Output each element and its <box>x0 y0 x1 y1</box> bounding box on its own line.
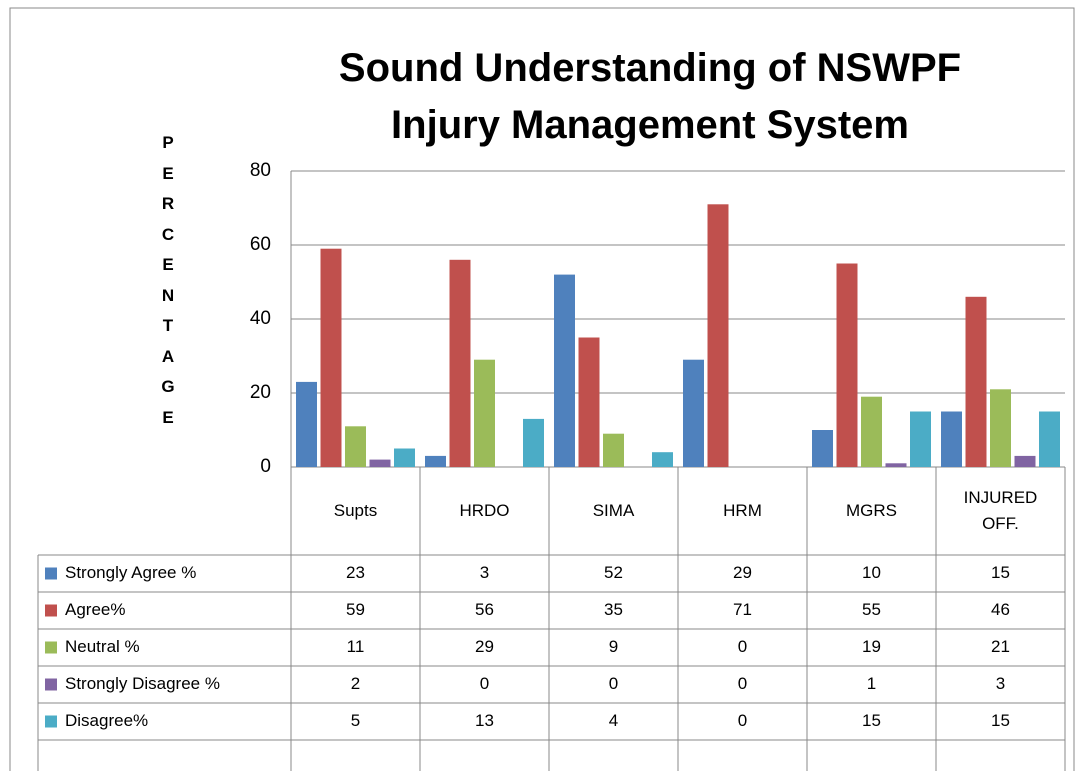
x-tick-label: HRM <box>723 501 762 520</box>
x-tick-label: HRDO <box>459 501 510 520</box>
legend-label: Strongly Disagree % <box>65 674 220 693</box>
category-cell-box: SIMA <box>549 467 678 555</box>
bar <box>474 359 495 467</box>
legend-label: Neutral % <box>65 637 140 656</box>
bar <box>345 426 366 467</box>
legend-key <box>45 715 57 728</box>
table-value: 15 <box>991 711 1010 730</box>
bar <box>320 248 342 467</box>
bar <box>836 263 858 467</box>
y-axis-label: PERCENTAGE <box>161 133 175 427</box>
table-value: 52 <box>604 563 623 582</box>
bar <box>812 430 833 467</box>
category-cell-box: HRDO <box>420 467 549 555</box>
bar <box>603 433 624 467</box>
category-cell-box: Supts <box>291 467 420 555</box>
table-value: 19 <box>862 637 881 656</box>
category-cell-box: INJURED OFF. <box>936 467 1065 555</box>
table-value: 55 <box>862 600 881 619</box>
category-cell-box: HRM <box>678 467 807 555</box>
legend-label: Disagree% <box>65 711 148 730</box>
table-value: 13 <box>475 711 494 730</box>
category-cell: HRDO <box>420 467 549 555</box>
legend-key <box>45 604 57 617</box>
category-cell: SIMA <box>549 467 678 555</box>
bar <box>1039 411 1060 467</box>
bar <box>910 411 931 467</box>
category-cell-box: MGRS <box>807 467 936 555</box>
x-tick-label: INJURED OFF. <box>963 488 1038 533</box>
table-value: 23 <box>346 563 365 582</box>
table-value: 29 <box>475 637 494 656</box>
x-tick-label: Supts <box>333 501 378 520</box>
table-value: 0 <box>738 637 747 656</box>
table-value: 59 <box>346 600 365 619</box>
bar <box>965 296 987 467</box>
chart-border <box>9 7 1075 771</box>
table-value: 4 <box>609 711 618 730</box>
table-value: 15 <box>991 563 1010 582</box>
category-cell: INJURED OFF. <box>936 467 1065 555</box>
bar <box>707 204 729 468</box>
table-value: 71 <box>733 600 752 619</box>
title-box: Sound Understanding of NSWPF Injury Mana… <box>338 46 962 147</box>
table-value: 46 <box>991 600 1010 619</box>
table-value: 3 <box>480 563 489 582</box>
bar <box>369 459 391 467</box>
bar <box>554 274 575 467</box>
table-value: 35 <box>604 600 623 619</box>
table-value: 21 <box>991 637 1010 656</box>
y-tick-label: 60 <box>250 234 271 255</box>
y-tick-label: 80 <box>250 160 271 181</box>
bar <box>683 359 704 467</box>
bar <box>523 418 544 467</box>
category-cell: MGRS <box>807 467 936 555</box>
y-tick-label: 0 <box>260 456 271 477</box>
y-tick-label: 20 <box>250 382 271 403</box>
table-value: 2 <box>351 674 360 693</box>
bar <box>578 337 600 467</box>
bar <box>1014 455 1036 467</box>
bar <box>885 463 907 467</box>
bar <box>296 381 317 467</box>
bar <box>425 455 446 467</box>
table-value: 56 <box>475 600 494 619</box>
table-value: 3 <box>996 674 1005 693</box>
bar <box>652 452 673 467</box>
table-value: 29 <box>733 563 752 582</box>
table-value: 0 <box>738 674 747 693</box>
bar <box>449 259 471 467</box>
category-cell: HRM <box>678 467 807 555</box>
bar <box>941 411 962 467</box>
legend-label: Strongly Agree % <box>65 563 196 582</box>
x-tick-label: MGRS <box>846 501 897 520</box>
table-value: 0 <box>738 711 747 730</box>
table-value: 0 <box>609 674 618 693</box>
table-value: 10 <box>862 563 881 582</box>
table-value: 15 <box>862 711 881 730</box>
bar <box>394 448 415 467</box>
legend-key <box>45 678 57 691</box>
bar <box>861 396 882 467</box>
legend-key <box>45 641 57 654</box>
legend-key <box>45 567 57 580</box>
legend-label: Agree% <box>65 600 125 619</box>
table-value: 5 <box>351 711 360 730</box>
bar <box>990 389 1011 467</box>
table-value: 11 <box>347 637 365 656</box>
table-value: 0 <box>480 674 489 693</box>
table-value: 1 <box>867 674 876 693</box>
x-tick-label: SIMA <box>592 501 635 520</box>
chart-title: Sound Understanding of NSWPF Injury Mana… <box>338 46 962 147</box>
table-value: 9 <box>609 637 618 656</box>
category-cell: Supts <box>291 467 420 555</box>
y-tick-label: 40 <box>250 308 271 329</box>
